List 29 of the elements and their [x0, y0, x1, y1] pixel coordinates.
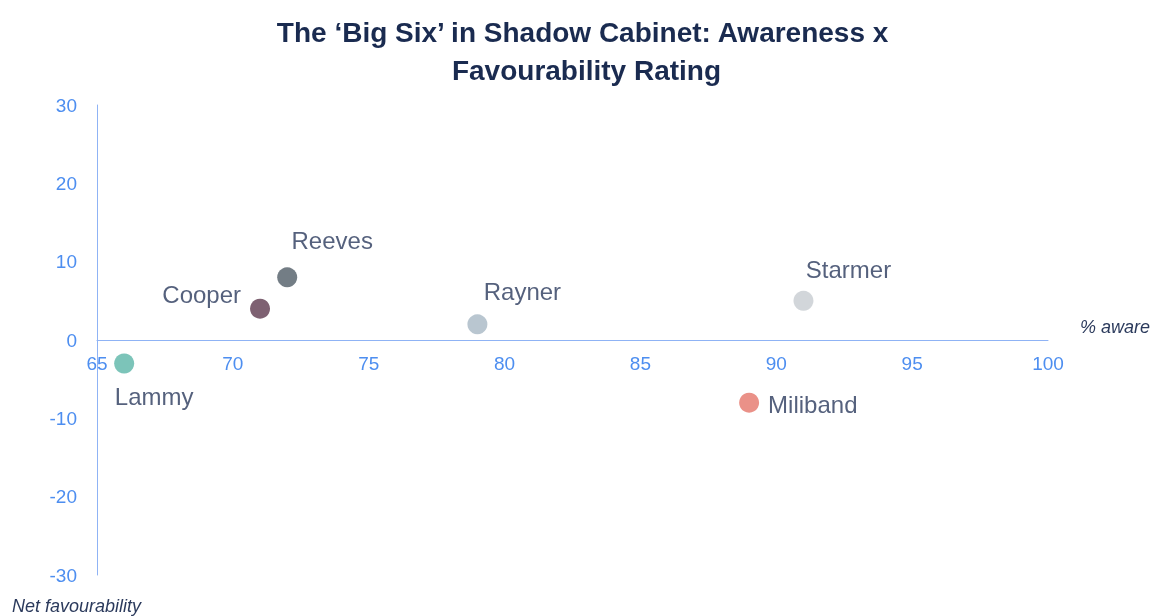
- series-label: Cooper: [162, 281, 242, 309]
- point: [467, 314, 488, 335]
- y-tick-label: 20: [55, 172, 77, 194]
- y-tick-label: -20: [49, 486, 77, 508]
- series-label: Starmer: [805, 256, 892, 284]
- point: [739, 392, 760, 413]
- point: [114, 353, 135, 374]
- series-label: Miliband: [768, 391, 858, 419]
- y-tick-label: -30: [49, 564, 77, 586]
- series-label: Reeves: [291, 226, 373, 254]
- x-tick-label: 80: [494, 353, 516, 374]
- y-tick-label: 30: [55, 94, 77, 116]
- y-axis-title: Net favourability: [12, 596, 143, 616]
- x-tick-label: 70: [222, 353, 244, 374]
- x-tick-label: 85: [629, 353, 651, 374]
- series-label: Lammy: [114, 383, 194, 410]
- series-label: Rayner: [483, 277, 562, 305]
- x-tick-label: 90: [765, 353, 787, 374]
- y-tick-label: 10: [55, 251, 77, 273]
- x-tick-label: 75: [358, 353, 380, 374]
- x-axis-title: % aware: [1080, 317, 1151, 337]
- point: [793, 290, 814, 311]
- x-tick-label: 95: [901, 353, 923, 374]
- y-tick-label: -10: [49, 407, 77, 429]
- x-tick-label: 100: [1032, 353, 1064, 374]
- point: [277, 267, 298, 288]
- y-tick-label: 0: [66, 329, 77, 351]
- point: [250, 298, 271, 319]
- chart-title: The ‘Big Six’ in Shadow Cabinet: Awareness x Favourability Rating: [276, 16, 897, 86]
